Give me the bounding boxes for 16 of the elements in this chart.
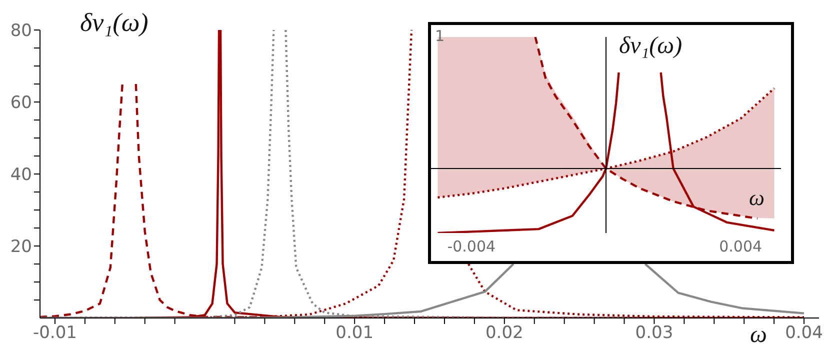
x-tick-label: -0.004 [447,238,496,256]
y-axis-title: δν₁(ω) [619,33,682,60]
annotation: 1 [435,27,445,45]
x-tick-label: 0.04 [785,323,823,344]
x-tick-label: 0.03 [635,323,674,344]
y-tick-label: 80 [10,21,32,42]
x-axis-title: ω [750,322,767,349]
y-tick-label: 60 [10,93,32,114]
x-tick-label: -0.01 [32,323,77,344]
y-axis-title: δν₁(ω) [80,8,148,38]
x-tick-label: 0.02 [485,323,524,344]
y-tick-label: 20 [10,237,32,258]
y-tick-label: 40 [10,165,32,186]
x-axis-title: ω [749,185,765,211]
x-tick-label: 0.01 [336,323,374,344]
x-tick-label: 0.004 [719,238,762,256]
